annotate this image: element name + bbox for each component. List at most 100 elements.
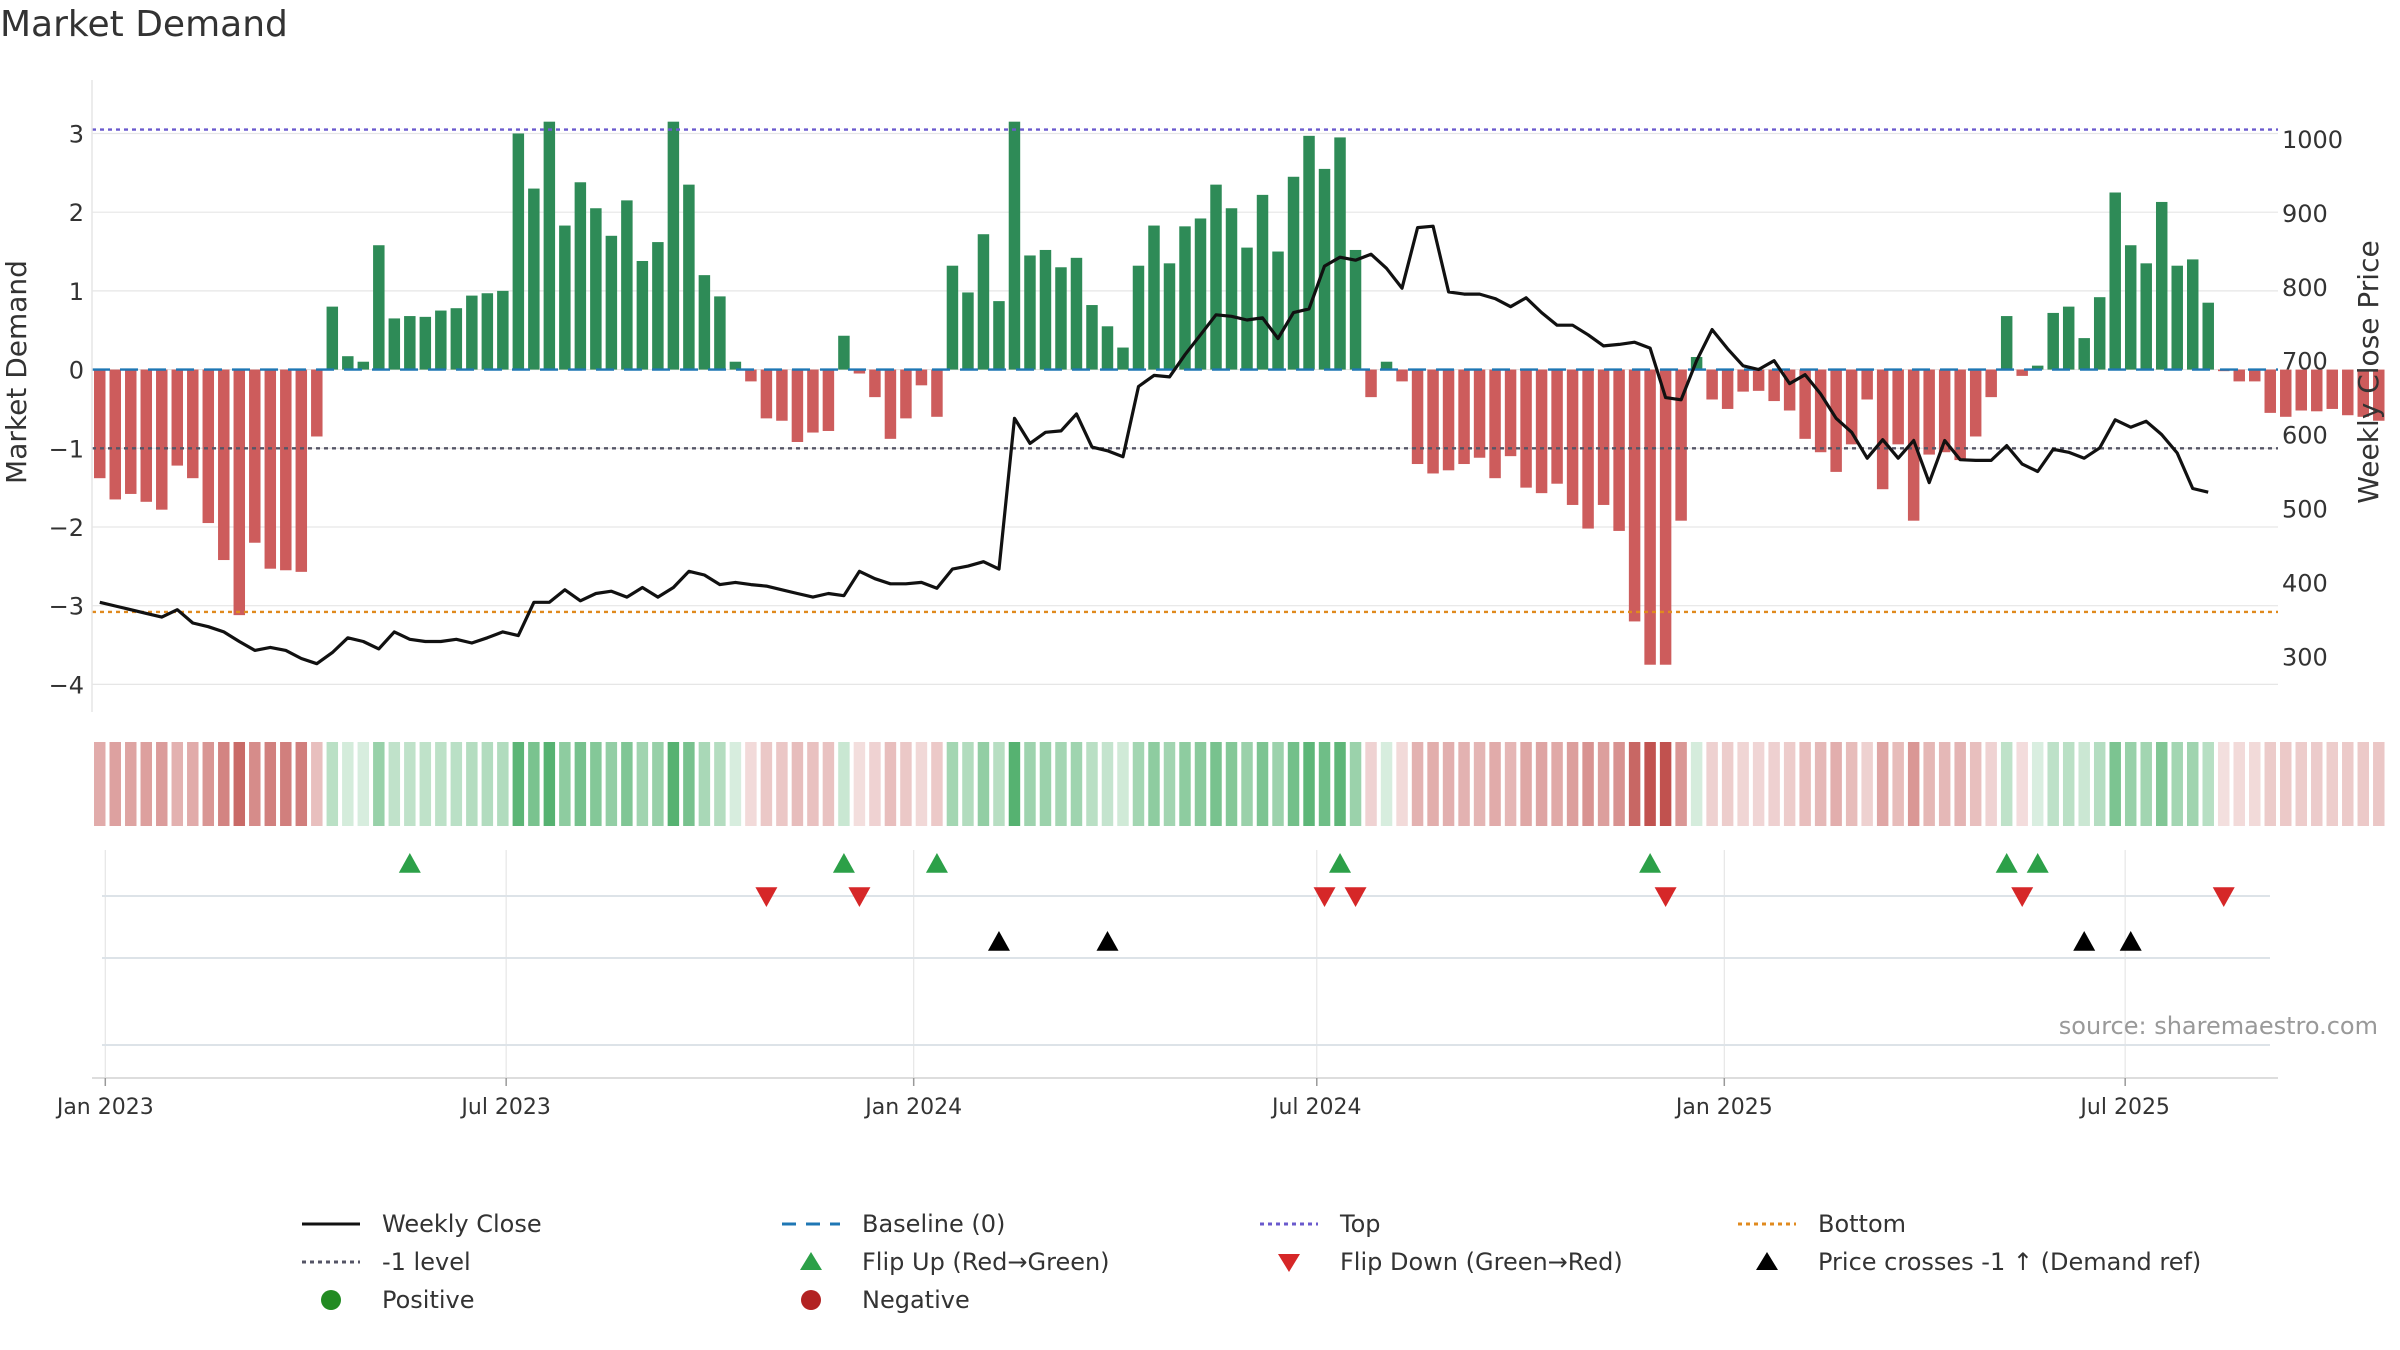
strip-cell <box>528 742 540 826</box>
legend-item: Weekly Close <box>300 1210 542 1238</box>
legend-item: Bottom <box>1736 1210 1906 1238</box>
flip-down-marker <box>1654 887 1677 907</box>
strip-cell <box>1024 742 1036 826</box>
strip-cell <box>2280 742 2292 826</box>
strip-cell <box>2373 742 2385 826</box>
bar <box>404 316 416 370</box>
flip-up-marker <box>1329 853 1352 873</box>
strip-cell <box>1597 742 1610 826</box>
bar <box>2078 338 2090 370</box>
strip-cell <box>2171 742 2183 826</box>
strip-cell <box>140 742 152 826</box>
bar <box>1225 208 1238 370</box>
strip-cell <box>931 742 943 826</box>
bar <box>2249 369 2261 382</box>
strip-cell <box>714 742 726 826</box>
strip-cell <box>652 742 664 826</box>
bar <box>559 225 571 370</box>
legend-item: Positive <box>300 1286 475 1314</box>
bar <box>2311 369 2323 412</box>
legend-label: Weekly Close <box>382 1210 542 1238</box>
flip-up-marker <box>2026 853 2049 873</box>
strip-cell <box>512 742 525 826</box>
bar <box>698 275 711 370</box>
bar <box>683 184 695 370</box>
strip-cell <box>1334 742 1346 826</box>
bar <box>2155 201 2168 370</box>
bar <box>280 369 292 571</box>
strip-cell <box>1985 742 1997 826</box>
bar <box>1628 369 1641 622</box>
strip-cell <box>264 742 277 826</box>
strip-cell <box>1582 742 1594 826</box>
bar <box>1861 369 1873 400</box>
bar <box>1783 369 1796 411</box>
strip-cell <box>1799 742 1811 826</box>
bar <box>528 188 540 370</box>
strip-cell <box>1737 742 1749 826</box>
strip-cell <box>559 742 571 826</box>
legend-triangle-icon <box>1756 1252 1778 1270</box>
flip-up-marker <box>1639 853 1662 873</box>
flip-down-marker <box>2011 887 2034 907</box>
bar <box>388 318 401 370</box>
strip-cell <box>1458 742 1470 826</box>
bar <box>1675 369 1687 521</box>
x-tick-label: Jul 2025 <box>2078 1095 2170 1120</box>
y2-tick-label: 300 <box>2282 643 2328 671</box>
bar <box>636 260 649 370</box>
price-cross-marker <box>2119 931 2142 951</box>
flip-up-marker <box>1995 853 2018 873</box>
y-tick-label: −3 <box>49 593 84 621</box>
bar <box>1055 267 1067 370</box>
strip-cell <box>2078 742 2090 826</box>
price-cross-marker <box>2073 931 2096 951</box>
bar <box>1365 369 1377 398</box>
bar <box>1520 369 1532 488</box>
bar <box>1923 369 1935 455</box>
bar <box>497 290 509 370</box>
y-tick-label: 2 <box>69 199 84 227</box>
strip-cell <box>109 742 121 826</box>
bar <box>233 369 246 616</box>
bar <box>621 200 633 370</box>
y2-tick-label: 800 <box>2282 274 2328 302</box>
bar <box>1504 369 1517 457</box>
bar <box>435 310 447 370</box>
strip-cell <box>2109 742 2121 826</box>
y2-tick-label: 1000 <box>2282 126 2343 154</box>
price-line <box>99 224 2209 666</box>
strip-cell <box>2326 742 2338 826</box>
strip-cell <box>1008 742 1021 826</box>
bar <box>109 369 121 500</box>
bar <box>729 361 742 370</box>
strip-cell <box>2218 742 2230 826</box>
strip-cell <box>946 742 959 826</box>
strip-cell <box>481 742 494 826</box>
strip-cell <box>993 742 1005 826</box>
strip-cell <box>1194 742 1207 826</box>
legend-item: Negative <box>780 1286 970 1314</box>
bar <box>1907 369 1920 521</box>
y-tick-label: −1 <box>49 435 84 463</box>
legend-line-icon <box>1260 1222 1318 1226</box>
legend-item: Flip Down (Green→Red) <box>1258 1248 1623 1276</box>
strip-cell <box>1101 742 1114 826</box>
bar <box>1272 251 1284 370</box>
bar <box>1241 247 1253 370</box>
bar <box>357 361 370 370</box>
y2-tick-label: 900 <box>2282 200 2328 228</box>
bar <box>776 369 788 421</box>
strip-cell <box>1861 742 1873 826</box>
strip-cell <box>2342 742 2354 826</box>
strip-cell <box>1210 742 1222 826</box>
bars <box>94 121 2385 665</box>
flip-down-marker <box>848 887 871 907</box>
bar <box>1814 369 1827 453</box>
bar <box>915 369 928 386</box>
bar <box>156 369 168 510</box>
bar <box>1969 369 1982 437</box>
bar <box>2186 259 2199 370</box>
bar <box>218 369 230 561</box>
strip-cell <box>1845 742 1858 826</box>
